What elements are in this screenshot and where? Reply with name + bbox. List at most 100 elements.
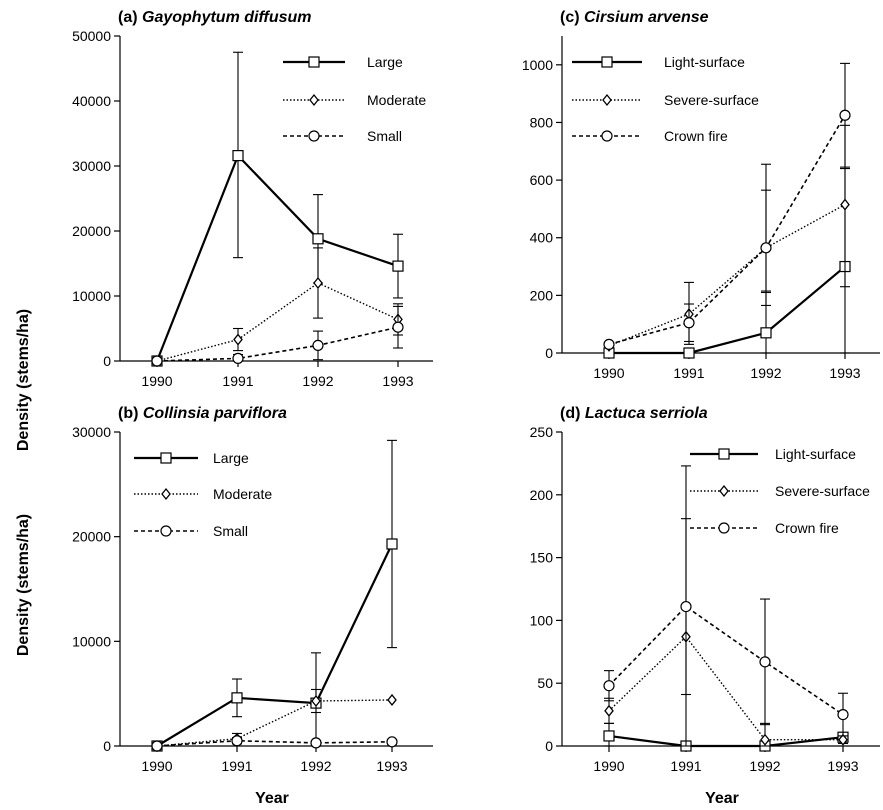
legend-entry: Light-surface bbox=[690, 446, 856, 462]
data-point bbox=[604, 704, 614, 717]
data-point bbox=[839, 109, 851, 121]
x-tick-label: 1991 bbox=[673, 365, 704, 381]
data-point bbox=[151, 355, 163, 367]
x-tick-label: 1990 bbox=[593, 365, 624, 381]
y-tick-label: 200 bbox=[530, 287, 554, 303]
legend-label: Small bbox=[213, 523, 248, 539]
data-point bbox=[310, 737, 322, 749]
legend-entry: Moderate bbox=[134, 486, 272, 502]
panel-b: (b) Collinsia parviflora 0 10000 20000 30000… bbox=[72, 405, 433, 774]
y-tick-label: 200 bbox=[530, 487, 554, 503]
series-crown-fire bbox=[603, 62, 851, 350]
series-line bbox=[156, 282, 399, 362]
y-tick-label: 400 bbox=[530, 230, 554, 246]
panel-a: (a) Gayophytum diffusum 0 10000 20000 30000 4… bbox=[72, 9, 433, 389]
legend-label: Light-surface bbox=[664, 54, 745, 70]
data-point bbox=[760, 242, 772, 254]
data-point bbox=[386, 736, 398, 748]
data-point bbox=[760, 327, 772, 339]
y-tick-label: 10000 bbox=[72, 288, 111, 304]
legend-marker bbox=[601, 130, 613, 142]
x-tick-label: 1990 bbox=[141, 373, 172, 389]
x-tick-label: 1990 bbox=[593, 758, 624, 774]
series-small bbox=[151, 305, 404, 367]
series-line bbox=[156, 739, 393, 747]
data-point bbox=[760, 733, 770, 746]
data-point bbox=[151, 740, 163, 752]
x-tick-label: 1993 bbox=[376, 758, 407, 774]
legend-label: Severe-surface bbox=[775, 483, 870, 499]
series-line bbox=[155, 153, 399, 362]
data-point bbox=[603, 338, 615, 350]
series-line bbox=[608, 203, 846, 347]
data-point bbox=[683, 347, 695, 359]
legend-entry: Large bbox=[134, 450, 249, 466]
series-line bbox=[156, 543, 393, 747]
legend-marker bbox=[308, 56, 320, 68]
series-line bbox=[608, 734, 844, 748]
legend-marker bbox=[718, 522, 730, 534]
legend-entry: Light-surface bbox=[572, 54, 745, 70]
panel-letter: (c) bbox=[560, 9, 584, 26]
data-point bbox=[837, 708, 849, 721]
y-axis-title-top: Density (stems/ha) bbox=[15, 309, 32, 451]
y-tick-label: 600 bbox=[530, 172, 554, 188]
x-tick-label: 1991 bbox=[221, 758, 252, 774]
x-tick-label: 1992 bbox=[300, 758, 331, 774]
legend-label: Crown fire bbox=[775, 520, 839, 536]
panel-species: Lactuca serriola bbox=[585, 405, 708, 422]
x-tick-label: 1992 bbox=[302, 373, 333, 389]
data-point bbox=[312, 233, 324, 245]
series-line bbox=[156, 699, 393, 747]
series-light-surface bbox=[603, 168, 851, 359]
y-tick-label: 1000 bbox=[522, 57, 553, 73]
panel-d: (d) Lactuca serriola 0 50 100 150 200 250 1990 1… bbox=[530, 405, 880, 774]
data-point bbox=[392, 260, 404, 272]
series-severe-surface bbox=[604, 518, 848, 747]
x-tick-label: 1991 bbox=[222, 373, 253, 389]
legend-marker bbox=[601, 56, 613, 68]
data-point bbox=[392, 321, 404, 333]
y-tick-label: 30000 bbox=[72, 158, 111, 174]
data-point bbox=[312, 339, 324, 351]
panel-c: (c) Cirsium arvense 0 200 400 600 800 1000 1990… bbox=[522, 9, 880, 381]
data-point bbox=[313, 276, 323, 290]
series-line bbox=[608, 635, 843, 741]
series-moderate bbox=[152, 688, 397, 753]
y-tick-label: 100 bbox=[530, 612, 554, 628]
data-point bbox=[386, 538, 398, 550]
legend-entry: Moderate bbox=[283, 92, 426, 108]
series-severe-surface bbox=[604, 124, 850, 352]
x-tick-label: 1991 bbox=[670, 758, 701, 774]
y-tick-label: 800 bbox=[530, 114, 554, 130]
data-point bbox=[231, 692, 243, 704]
legend-marker bbox=[308, 130, 320, 142]
data-point bbox=[232, 150, 244, 162]
data-point bbox=[603, 730, 615, 742]
series-line bbox=[609, 265, 846, 355]
series-line bbox=[608, 114, 846, 346]
y-axis-title-bottom: Density (stems/ha) bbox=[15, 514, 32, 656]
panel-species: Collinsia parviflora bbox=[143, 405, 287, 422]
legend-marker bbox=[160, 525, 172, 537]
panel-title: (c) Cirsium arvense bbox=[560, 9, 709, 26]
data-point bbox=[840, 198, 850, 211]
y-tick-label: 0 bbox=[545, 345, 553, 361]
legend-marker bbox=[160, 452, 172, 464]
x-tick-label: 1990 bbox=[141, 758, 172, 774]
legend-marker bbox=[719, 484, 729, 498]
data-point bbox=[387, 693, 397, 706]
legend-label: Crown fire bbox=[664, 128, 728, 144]
legend-marker bbox=[161, 487, 171, 501]
data-point bbox=[759, 656, 771, 668]
panel-letter: (d) bbox=[560, 405, 585, 422]
y-tick-label: 0 bbox=[103, 738, 111, 754]
x-tick-label: 1993 bbox=[827, 758, 858, 774]
y-tick-label: 30000 bbox=[72, 424, 111, 440]
y-tick-label: 20000 bbox=[72, 223, 111, 239]
data-point bbox=[838, 733, 848, 746]
legend-label: Large bbox=[213, 450, 249, 466]
x-axis-title-right: Year bbox=[705, 790, 739, 807]
panel-title: (a) Gayophytum diffusum bbox=[118, 9, 312, 26]
